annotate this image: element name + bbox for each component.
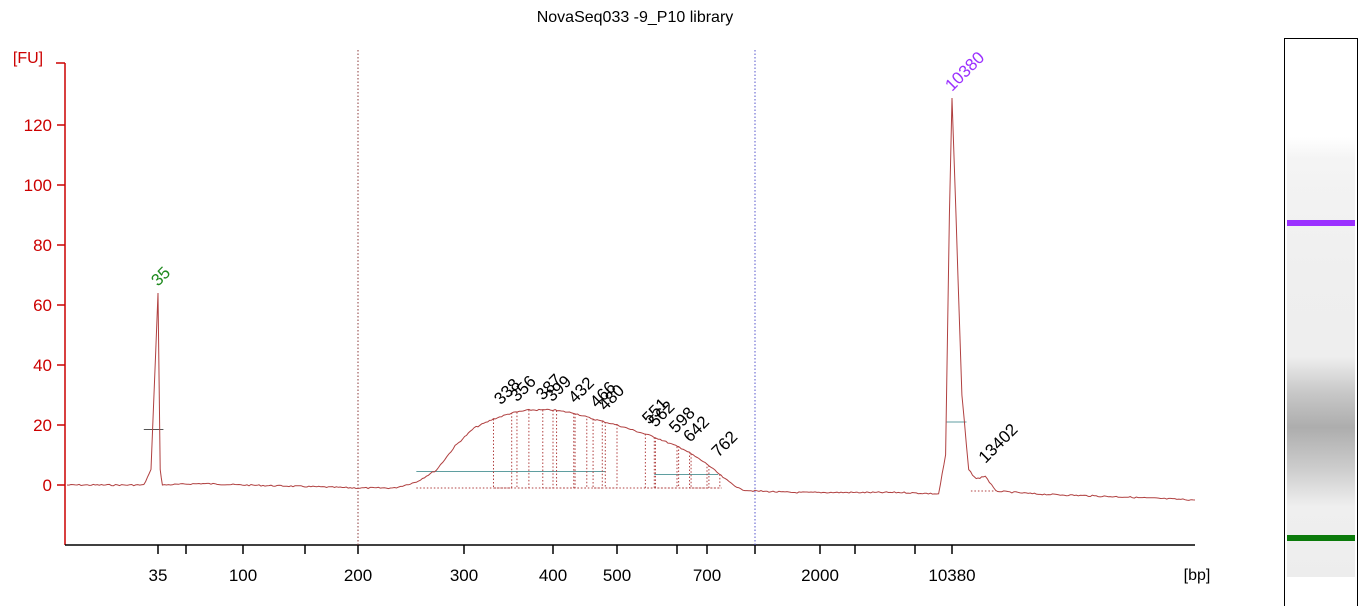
x-tick-label: 400: [539, 566, 567, 585]
peak-region-box: [542, 410, 554, 489]
y-axis: 0 20 40 60 80 100 120: [24, 62, 66, 545]
x-tick-label: 500: [603, 566, 631, 585]
x-tick-label: 200: [344, 566, 372, 585]
x-tick-label: 100: [229, 566, 257, 585]
x-axis: 35 100 200 300 400 500 700 2000 10380: [65, 544, 1195, 585]
marker-peak-label: 10380: [941, 48, 988, 95]
x-tick-label: 35: [149, 566, 168, 585]
y-tick-label: 100: [24, 176, 52, 195]
peak-size-label: 762: [708, 427, 741, 460]
peak-region-box: [708, 465, 721, 489]
trace-line: [66, 97, 1196, 501]
x-tick-label: 300: [450, 566, 478, 585]
peak-region-box: [678, 446, 691, 489]
peak-region-box: [644, 434, 655, 489]
peak-region-box: [492, 413, 513, 489]
x-tick-label: 2000: [801, 566, 839, 585]
y-axis-unit-label: [FU]: [13, 50, 43, 67]
peak-regions: [143, 410, 996, 492]
y-tick-label: 120: [24, 116, 52, 135]
peak-region-box: [654, 437, 678, 489]
peak-region-box: [604, 422, 618, 489]
y-tick-label: 60: [33, 296, 52, 315]
x-axis-unit-label: [bp]: [1184, 567, 1211, 584]
gel-band-lower-marker: [1287, 535, 1355, 541]
y-tick-label: 0: [43, 476, 52, 495]
gel-lane-background: [1287, 137, 1355, 577]
electropherogram-chart: NovaSeq033 -9_P10 library [FU] [bp] 0 20 4…: [13, 9, 1211, 585]
marker-peak-label: 35: [147, 263, 174, 290]
x-tick-label: 10380: [928, 566, 975, 585]
peak-region-box: [574, 413, 588, 489]
y-tick-label: 20: [33, 416, 52, 435]
peak-region-box: [516, 410, 530, 489]
peak-region-box: [592, 419, 603, 489]
gel-image: [1284, 38, 1358, 606]
chart-title: NovaSeq033 -9_P10 library: [537, 9, 734, 26]
peak-size-label: 13402: [975, 420, 1022, 467]
trace-lines: [66, 97, 1196, 501]
y-tick-label: 40: [33, 356, 52, 375]
peak-region-box: [556, 410, 575, 489]
y-tick-label: 80: [33, 236, 52, 255]
gel-band-upper-marker: [1287, 220, 1355, 226]
peak-region-box: [690, 453, 708, 489]
x-tick-label: 700: [693, 566, 721, 585]
